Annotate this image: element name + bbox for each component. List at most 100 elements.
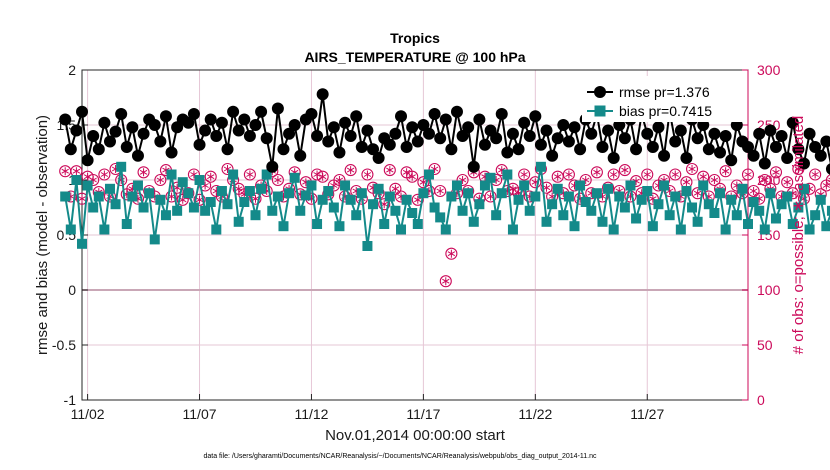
- obs-assimilated-point: [744, 170, 752, 179]
- obs-assimilated-point: [553, 172, 562, 181]
- rmse-point: [495, 108, 508, 120]
- rmse-point: [769, 141, 782, 153]
- y-tick-label-left: 0: [68, 282, 76, 298]
- bias-point: [765, 188, 776, 199]
- bias-point: [222, 199, 233, 210]
- bias-line: [64, 166, 830, 247]
- obs-assimilated-point: [207, 172, 215, 181]
- obs-assimilated-point: [391, 184, 400, 193]
- bias-point: [407, 208, 418, 218]
- rmse-point: [389, 127, 402, 140]
- obs-assimilated-point: [195, 195, 204, 204]
- obs-assimilated-point: [414, 195, 422, 204]
- rmse-point: [652, 121, 665, 134]
- bias-point: [423, 169, 434, 180]
- rmse-point: [490, 132, 503, 145]
- bias-point: [396, 224, 407, 235]
- bias-point: [429, 202, 440, 213]
- bias-point: [754, 205, 765, 216]
- bias-point: [709, 208, 720, 218]
- obs-possible-point: [361, 168, 374, 181]
- bias-point: [631, 213, 642, 224]
- rmse-point: [383, 138, 396, 151]
- bias-point: [586, 205, 597, 216]
- bias-point: [177, 177, 188, 188]
- rmse-point: [271, 102, 284, 115]
- rmse-point: [76, 105, 88, 118]
- obs-possible-point: [618, 164, 631, 177]
- bias-point: [636, 194, 647, 205]
- bias-point: [362, 241, 373, 251]
- rmse-point: [714, 146, 727, 159]
- rmse-point: [148, 119, 161, 131]
- obs-possible-point: [165, 190, 178, 203]
- bias-point: [759, 224, 770, 235]
- rmse-point: [120, 141, 133, 153]
- bias-point: [295, 205, 306, 216]
- rmse-point: [540, 124, 553, 137]
- rmse-point: [87, 130, 100, 142]
- x-tick-label: 11/17: [406, 406, 440, 422]
- rmse-point: [658, 149, 671, 162]
- obs-possible-point: [669, 168, 682, 181]
- bias-point: [810, 210, 821, 221]
- bias-point: [474, 199, 485, 210]
- bias-point: [737, 183, 748, 194]
- obs-assimilated-point: [386, 166, 394, 175]
- obs-assimilated-point: [783, 178, 791, 187]
- bias-point: [826, 205, 830, 216]
- data-file-note: data file: /Users/gharamti/Documents/NCA…: [203, 453, 597, 460]
- bias-point: [71, 175, 82, 185]
- obs-possible-point: [825, 174, 830, 186]
- bias-point: [703, 199, 714, 210]
- bias-point: [519, 180, 530, 191]
- y-tick-label-left: -1: [64, 392, 77, 408]
- rmse-point: [467, 160, 480, 173]
- bias-point: [211, 224, 222, 235]
- rmse-point: [641, 127, 654, 140]
- obs-possible-point: [221, 162, 234, 176]
- bias-point: [804, 224, 815, 235]
- obs-assimilated-point: [72, 167, 81, 176]
- bias-point: [479, 180, 490, 191]
- rmse-point: [422, 127, 435, 140]
- rmse-point: [439, 113, 452, 126]
- rmse-point: [350, 110, 363, 123]
- bias-point: [698, 180, 709, 191]
- bias-point: [530, 191, 541, 202]
- obs-possible-point: [540, 181, 553, 194]
- bias-point: [284, 188, 295, 199]
- obs-assimilated-point: [442, 277, 450, 286]
- rmse-point: [322, 135, 335, 148]
- bias-point: [496, 188, 507, 199]
- bias-point: [323, 186, 334, 196]
- obs-assimilated-point: [313, 170, 321, 179]
- obs-assimilated-point: [699, 172, 707, 181]
- bias-point: [194, 175, 205, 185]
- obs-assimilated-point: [749, 187, 758, 195]
- bias-point: [188, 202, 199, 213]
- rmse-point: [193, 138, 206, 151]
- bias-point: [334, 221, 345, 232]
- rmse-point: [551, 132, 564, 145]
- bias-point: [300, 190, 311, 201]
- bias-point: [653, 199, 664, 210]
- rmse-point: [820, 135, 830, 148]
- rmse-point: [825, 163, 830, 175]
- rmse-point: [249, 119, 262, 131]
- x-tick-label: 11/27: [630, 406, 664, 422]
- rmse-point: [115, 108, 128, 120]
- y-tick-label-right: 200: [757, 172, 781, 188]
- obs-assimilated-point: [234, 184, 243, 193]
- rmse-point: [462, 121, 475, 134]
- legend: rmse pr=1.376 bias pr=0.7415: [582, 76, 742, 122]
- rmse-point: [680, 152, 693, 164]
- obs-possible-point: [484, 190, 497, 203]
- bias-point: [608, 224, 619, 235]
- obs-possible-point: [243, 168, 256, 181]
- rmse-point: [562, 135, 575, 148]
- rmse-point: [473, 113, 486, 126]
- rmse-point: [154, 135, 167, 148]
- obs-possible-point: [781, 176, 794, 189]
